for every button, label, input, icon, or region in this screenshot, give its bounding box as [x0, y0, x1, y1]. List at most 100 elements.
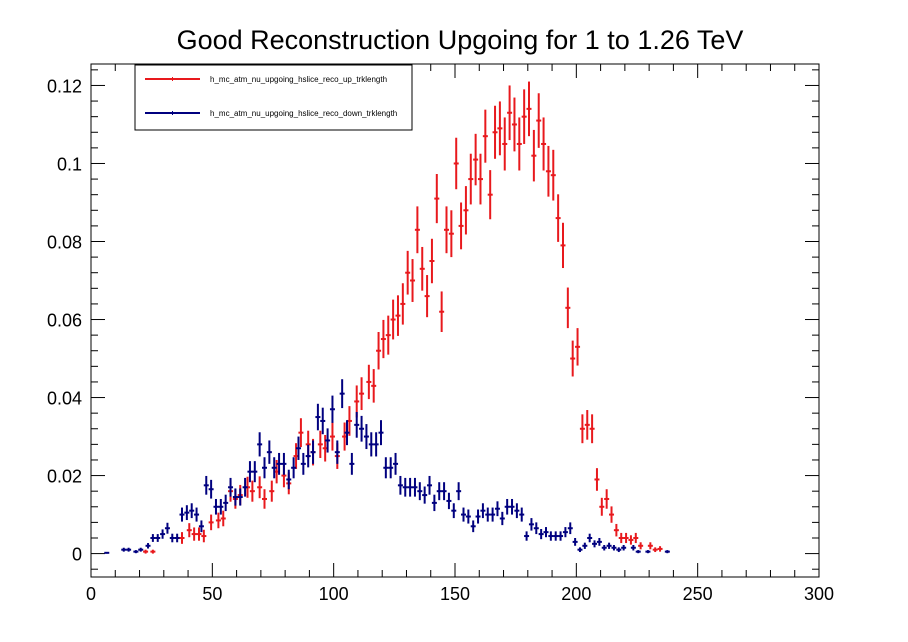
data-point	[400, 283, 406, 325]
data-point	[169, 533, 175, 543]
data-point	[417, 482, 423, 501]
data-point	[368, 432, 374, 457]
data-point	[339, 379, 345, 409]
data-point	[405, 250, 411, 295]
data-point	[298, 418, 304, 448]
data-point	[594, 468, 600, 491]
x-tick-label: 100	[319, 584, 349, 604]
data-point	[300, 452, 306, 475]
data-point	[485, 507, 491, 522]
data-point	[179, 532, 185, 544]
y-tick-label: 0.1	[57, 154, 82, 174]
data-point	[194, 507, 200, 522]
x-tick-label: 50	[202, 584, 222, 604]
data-point	[664, 550, 670, 554]
data-point	[555, 194, 561, 242]
data-point	[160, 529, 166, 539]
data-point	[444, 206, 450, 254]
data-point	[536, 93, 542, 148]
data-point	[191, 527, 197, 541]
data-point	[203, 475, 209, 495]
data-point	[504, 498, 510, 515]
data-point	[325, 428, 331, 453]
data-point	[652, 547, 658, 553]
data-point	[354, 411, 360, 438]
data-point	[521, 89, 527, 144]
data-point	[242, 477, 248, 497]
data-point	[575, 328, 581, 366]
data-point	[371, 369, 377, 403]
data-point	[196, 527, 202, 541]
data-point	[560, 222, 566, 269]
data-point	[480, 503, 486, 519]
data-point	[359, 415, 365, 442]
data-point	[133, 550, 139, 554]
data-point	[407, 477, 413, 497]
data-point	[487, 170, 493, 220]
data-point	[587, 533, 593, 543]
data-point	[499, 511, 505, 526]
data-point	[562, 527, 568, 538]
data-point	[584, 410, 590, 440]
data-point	[531, 129, 537, 182]
data-point	[286, 469, 292, 490]
data-point	[526, 81, 532, 137]
data-point	[271, 457, 277, 479]
data-point	[262, 489, 268, 509]
data-point	[215, 512, 221, 529]
data-point	[198, 520, 204, 533]
data-point	[497, 101, 503, 156]
data-point	[329, 395, 335, 423]
data-point	[439, 291, 445, 333]
data-point	[344, 420, 350, 446]
data-point	[145, 543, 151, 549]
data-point	[638, 542, 644, 550]
data-point	[502, 117, 508, 171]
series-reco-up	[143, 81, 663, 554]
data-point	[621, 545, 627, 551]
data-point	[657, 546, 663, 552]
data-point	[363, 424, 369, 450]
data-point	[218, 498, 224, 515]
data-point	[572, 537, 578, 546]
data-point	[490, 507, 496, 522]
data-point	[237, 488, 243, 506]
data-point	[373, 432, 379, 457]
data-point	[329, 422, 335, 451]
data-point	[589, 414, 595, 444]
data-point	[427, 475, 433, 495]
data-point	[446, 492, 452, 510]
data-point	[533, 522, 539, 535]
data-point	[441, 482, 447, 501]
data-point	[414, 206, 420, 254]
data-point	[494, 501, 500, 517]
data-point	[385, 315, 391, 355]
data-point	[635, 550, 641, 554]
data-point	[528, 518, 534, 531]
data-point	[424, 275, 430, 318]
data-point	[463, 186, 469, 235]
data-point	[186, 523, 192, 538]
data-point	[616, 547, 622, 553]
y-tick-label: 0.04	[47, 389, 82, 409]
data-point	[431, 494, 437, 512]
data-point	[599, 497, 605, 516]
data-point	[596, 537, 602, 546]
data-point	[609, 506, 615, 523]
data-point	[383, 457, 389, 479]
y-tick-label: 0.02	[47, 467, 82, 487]
data-point	[470, 520, 476, 533]
legend-label-down: h_mc_atm_nu_upgoing_hslice_reco_down_trk…	[210, 109, 397, 118]
data-point	[647, 542, 653, 550]
data-point	[434, 174, 440, 224]
data-point	[448, 210, 454, 258]
chart-title: Good Reconstruction Upgoing for 1 to 1.2…	[177, 25, 744, 55]
data-point	[252, 461, 258, 483]
data-point	[419, 246, 425, 291]
data-point	[422, 486, 428, 504]
data-point	[514, 503, 520, 519]
data-point	[220, 510, 226, 527]
data-point	[397, 475, 403, 495]
data-point	[223, 494, 229, 512]
data-point	[155, 534, 161, 542]
